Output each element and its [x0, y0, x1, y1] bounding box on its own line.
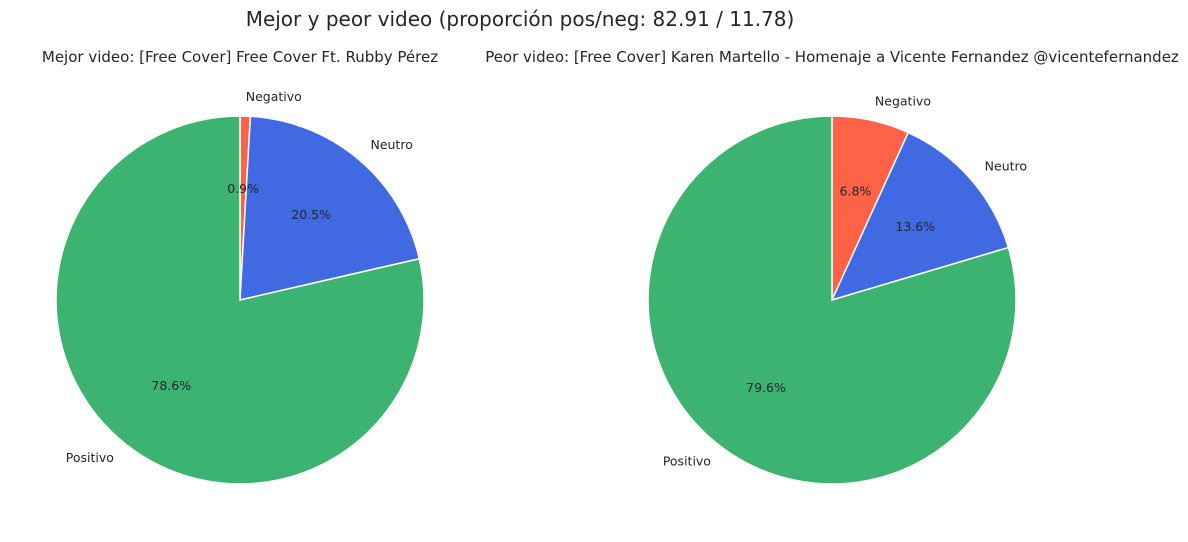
slice-percent-positivo: 79.6%: [746, 380, 786, 395]
slice-label-neutro: Neutro: [370, 137, 412, 152]
slice-label-negativo: Negativo: [246, 89, 302, 104]
slice-label-positivo: Positivo: [66, 450, 114, 465]
slice-label-negativo: Negativo: [875, 94, 931, 109]
slice-percent-neutro: 20.5%: [291, 207, 331, 222]
pie-chart-worst-video: Peor video: [Free Cover] Karen Martello …: [485, 48, 1179, 485]
slice-percent-positivo: 78.6%: [151, 378, 191, 393]
pie-labels: Negativo 0.9% Neutro 20.5% Positivo 78.6%: [66, 89, 413, 465]
pie-slice-neutro: [830, 131, 1010, 302]
pie-labels: Negativo 6.8% Neutro 13.6% Positivo 79.6%: [663, 94, 1027, 469]
pie-chart-best-video: Mejor video: [Free Cover] Free Cover Ft.…: [42, 48, 438, 485]
pie-wedges: [647, 115, 1017, 485]
slice-percent-neutro: 13.6%: [895, 219, 935, 234]
slice-percent-negativo: 6.8%: [840, 184, 872, 199]
pie-wedges: [55, 115, 425, 485]
slice-label-neutro: Neutro: [985, 159, 1027, 174]
slice-percent-negativo: 0.9%: [227, 181, 259, 196]
pie-slice-positivo: [55, 115, 425, 485]
pie-slice-neutro: [239, 115, 421, 301]
slice-label-positivo: Positivo: [663, 454, 711, 469]
figure-title: Mejor y peor video (proporción pos/neg: …: [246, 7, 795, 31]
pie-title-best-video: Mejor video: [Free Cover] Free Cover Ft.…: [42, 48, 438, 66]
pie-title-worst-video: Peor video: [Free Cover] Karen Martello …: [485, 48, 1179, 66]
pie-slice-positivo: [647, 115, 1017, 485]
